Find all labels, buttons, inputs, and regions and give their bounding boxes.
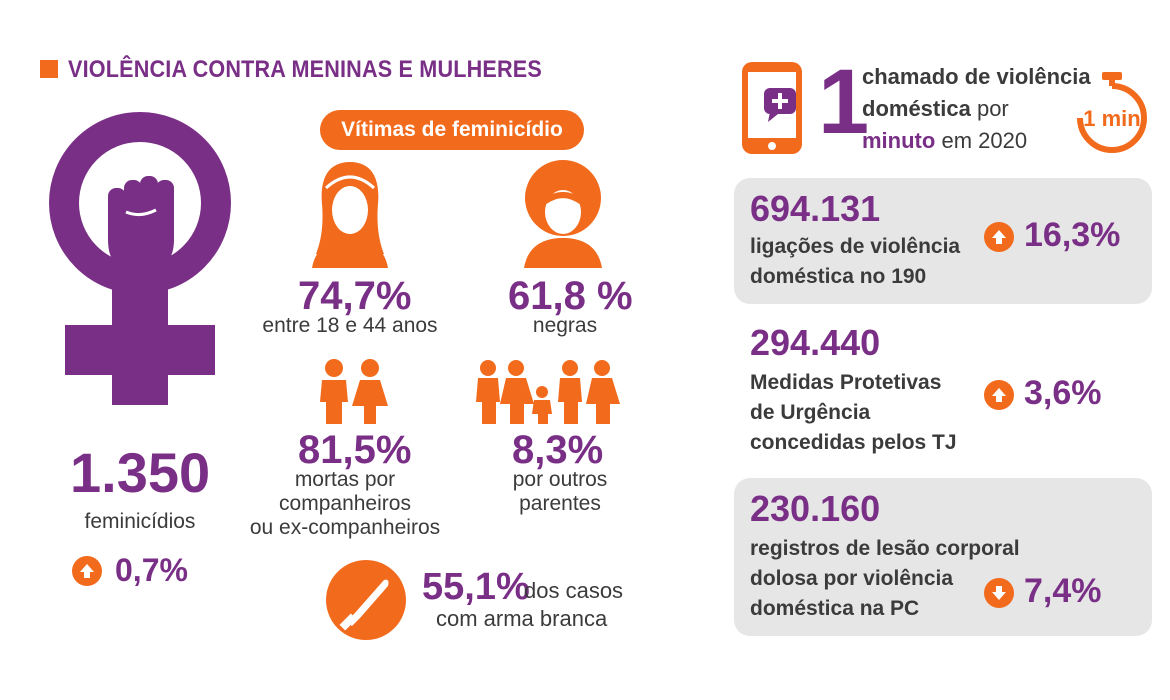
weapon-label-2: com arma branca xyxy=(436,606,608,631)
relatives-label-1: por outros xyxy=(512,468,608,491)
partners-label-3: ou ex-companheiros xyxy=(249,516,441,539)
page-title: VIOLÊNCIA CONTRA MENINAS E MULHERES xyxy=(68,56,542,83)
stat-injury-line3: doméstica na PC xyxy=(750,597,920,620)
header-square-marker xyxy=(40,60,58,78)
stat-injury-line2: dolosa por violência xyxy=(750,567,954,590)
stat-calls-line1: ligações de violência xyxy=(750,235,961,258)
arrow-up-icon xyxy=(984,380,1014,410)
weapon-label-1: dos casos xyxy=(524,578,624,603)
race-value: 61,8 % xyxy=(508,274,633,318)
partners-value: 81,5% xyxy=(298,428,412,472)
victims-pill: Vítimas de feminicídio xyxy=(320,110,584,150)
woman-head-icon xyxy=(312,162,388,268)
stat-protective-line1: Medidas Protetivas xyxy=(750,371,942,394)
stat-protective-change: 3,6% xyxy=(1024,374,1102,412)
call-rate-line2: doméstica por xyxy=(862,96,1009,122)
arrow-down-icon xyxy=(984,578,1014,608)
age-value: 74,7% xyxy=(298,274,412,318)
call-rate-line1: chamado de violência xyxy=(862,64,1091,89)
stat-calls-line2: doméstica no 190 xyxy=(750,265,927,288)
stat-calls-change: 16,3% xyxy=(1024,216,1121,254)
arrow-up-icon xyxy=(72,556,102,586)
stat-injury-line1: registros de lesão corporal xyxy=(750,537,1020,560)
call-rate-line3: minuto em 2020 xyxy=(862,128,1027,154)
female-symbol-fist-icon xyxy=(49,112,231,405)
family-icon xyxy=(476,360,620,424)
stat-box-injury xyxy=(734,478,1152,636)
partners-label-1: mortas por xyxy=(294,468,396,491)
relatives-value: 8,3% xyxy=(512,428,604,472)
woman-afro-head-icon xyxy=(524,160,602,268)
stat-calls-value: 694.131 xyxy=(750,188,881,229)
stat-protective-line3: concedidas pelos TJ xyxy=(750,431,957,454)
femicides-label: feminicídios xyxy=(84,510,196,533)
femicides-count: 1.350 xyxy=(70,441,211,504)
call-rate-big-number: 1 xyxy=(818,51,870,153)
relatives-label-2: parentes xyxy=(519,492,601,515)
weapon-value: 55,1% xyxy=(422,566,530,608)
age-label: entre 18 e 44 anos xyxy=(262,314,438,337)
partners-label-2: companheiros xyxy=(279,492,411,515)
femicides-change: 0,7% xyxy=(115,552,188,588)
stopwatch-icon: 1 min xyxy=(1077,72,1147,153)
stat-protective-value: 294.440 xyxy=(750,322,881,363)
phone-message-icon xyxy=(742,62,802,154)
stat-box-calls-190 xyxy=(734,178,1152,304)
call-rate-line2-a: doméstica xyxy=(862,96,971,121)
call-rate-line2-b: por xyxy=(976,96,1009,121)
race-label: negras xyxy=(532,314,598,337)
arrow-up-icon xyxy=(984,222,1014,252)
stat-protective-line2: de Urgência xyxy=(750,401,871,424)
knife-icon xyxy=(326,560,406,640)
stat-injury-change: 7,4% xyxy=(1024,572,1102,610)
call-rate-line3-b: em 2020 xyxy=(941,128,1028,153)
couple-icon xyxy=(320,359,388,424)
call-rate-line3-a: minuto xyxy=(862,128,936,153)
stat-injury-value: 230.160 xyxy=(750,488,881,529)
stopwatch-label: 1 min xyxy=(1083,106,1140,131)
